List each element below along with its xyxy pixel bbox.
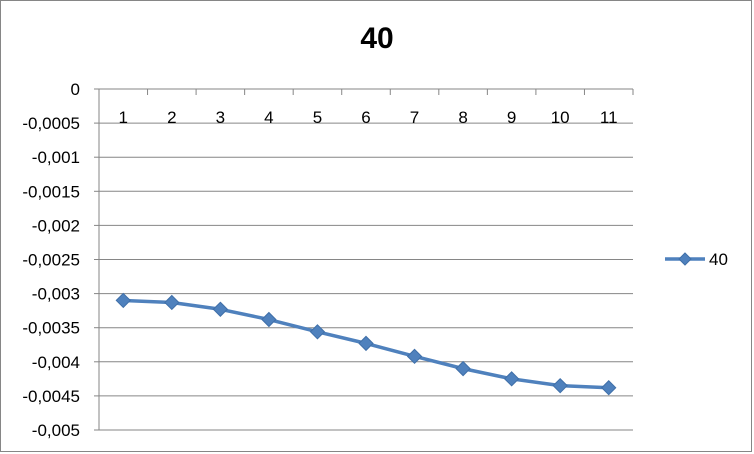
x-tick-label: 8	[458, 108, 467, 127]
x-tick-label: 6	[361, 108, 370, 127]
legend: 40	[665, 250, 728, 269]
data-point	[358, 335, 374, 352]
y-tick-label: 0	[71, 80, 80, 99]
y-tick-label: -0,003	[32, 285, 80, 304]
y-tick-label: -0,0025	[22, 251, 80, 270]
y-tick-label: -0,002	[32, 216, 80, 235]
data-point	[309, 324, 326, 340]
y-tick-label: -0,0035	[22, 319, 80, 338]
y-tick-label: -0,004	[32, 353, 80, 372]
data-point	[503, 371, 520, 387]
x-tick-label: 10	[551, 108, 570, 127]
chart-title: 40	[360, 22, 394, 55]
x-tick-label: 1	[119, 108, 128, 127]
x-tick-label: 5	[313, 108, 322, 127]
y-axis-tick-labels: 0 -0,0005 -0,001 -0,0015 -0,002 -0,0025 -0,003…	[22, 80, 80, 440]
x-axis-tick-labels: 1 2 3 4 5 6 7 8 9 10 11	[119, 108, 618, 127]
x-tick-label: 7	[410, 108, 419, 127]
data-point	[115, 292, 131, 309]
data-point	[601, 380, 617, 396]
axes	[94, 88, 634, 431]
data-point	[261, 311, 277, 328]
x-tick-label: 9	[507, 108, 516, 127]
y-tick-label: -0,005	[32, 421, 80, 440]
x-tick-label: 4	[264, 108, 273, 127]
legend-marker	[678, 252, 692, 266]
x-tick-label: 2	[167, 108, 176, 127]
data-point	[455, 360, 471, 377]
legend-label: 40	[709, 250, 728, 269]
data-point	[406, 348, 423, 365]
y-tick-label: -0,0015	[22, 182, 80, 201]
data-point	[212, 301, 229, 317]
y-tick-label: -0,001	[32, 148, 80, 167]
data-point	[552, 377, 568, 394]
y-tick-label: -0,0045	[22, 387, 80, 406]
series-40	[115, 292, 617, 396]
gridlines	[99, 122, 633, 431]
x-tick-label: 11	[600, 108, 618, 127]
y-tick-label: -0,0005	[22, 114, 80, 133]
data-point	[164, 294, 180, 311]
x-tick-label: 3	[216, 108, 225, 127]
